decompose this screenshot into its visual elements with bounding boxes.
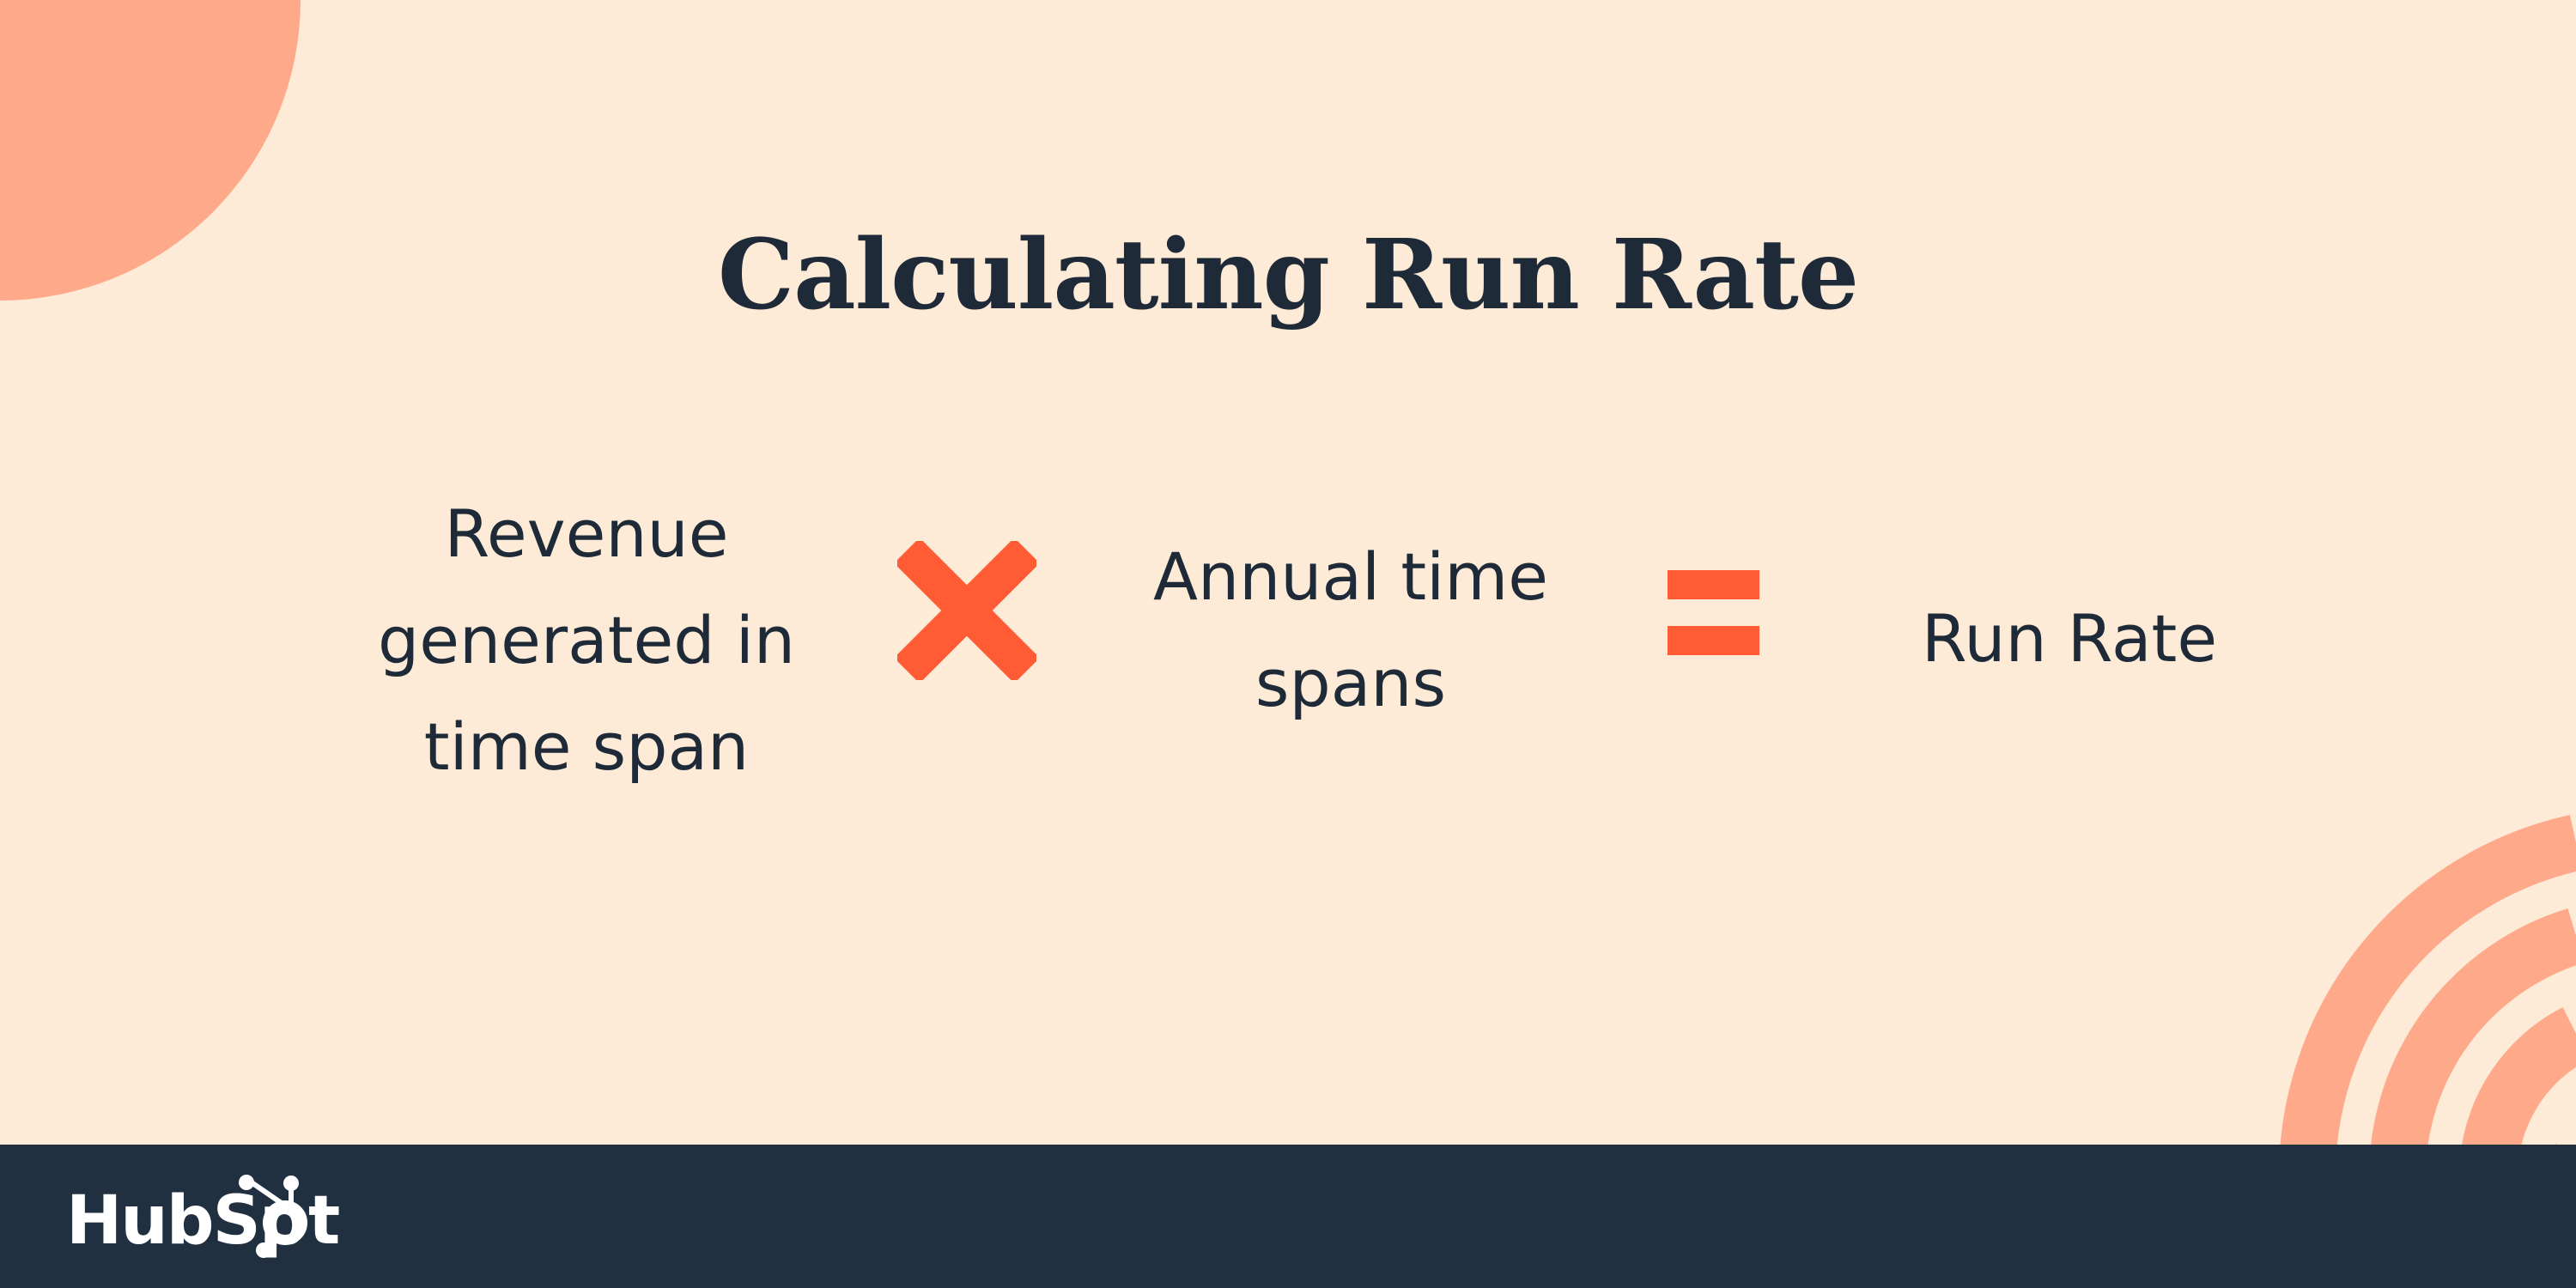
hubspot-logo[interactable]: HubSp t — [66, 1175, 349, 1261]
term-line: spans — [1255, 645, 1447, 721]
term-line: Revenue — [444, 495, 729, 572]
arc-ring — [2369, 908, 2576, 1177]
footer-bar — [0, 1145, 2576, 1288]
formula-result-run-rate: Run Rate — [1921, 600, 2218, 677]
term-line: generated in — [378, 602, 795, 678]
svg-text:t: t — [308, 1182, 340, 1260]
term-line: time span — [423, 708, 750, 785]
formula-term-revenue: Revenue generated in time span — [378, 481, 795, 800]
arc-ring — [2279, 814, 2576, 1177]
multiply-icon — [897, 541, 1036, 680]
formula-term-annual-time-spans: Annual time spans — [1153, 524, 1548, 737]
page-title: Calculating Run Rate — [717, 219, 1859, 331]
equals-icon — [1668, 570, 1759, 655]
corner-circle-decoration — [0, 0, 301, 301]
term-line: Annual time — [1152, 538, 1549, 615]
concentric-arcs-decoration — [2279, 814, 2576, 1177]
